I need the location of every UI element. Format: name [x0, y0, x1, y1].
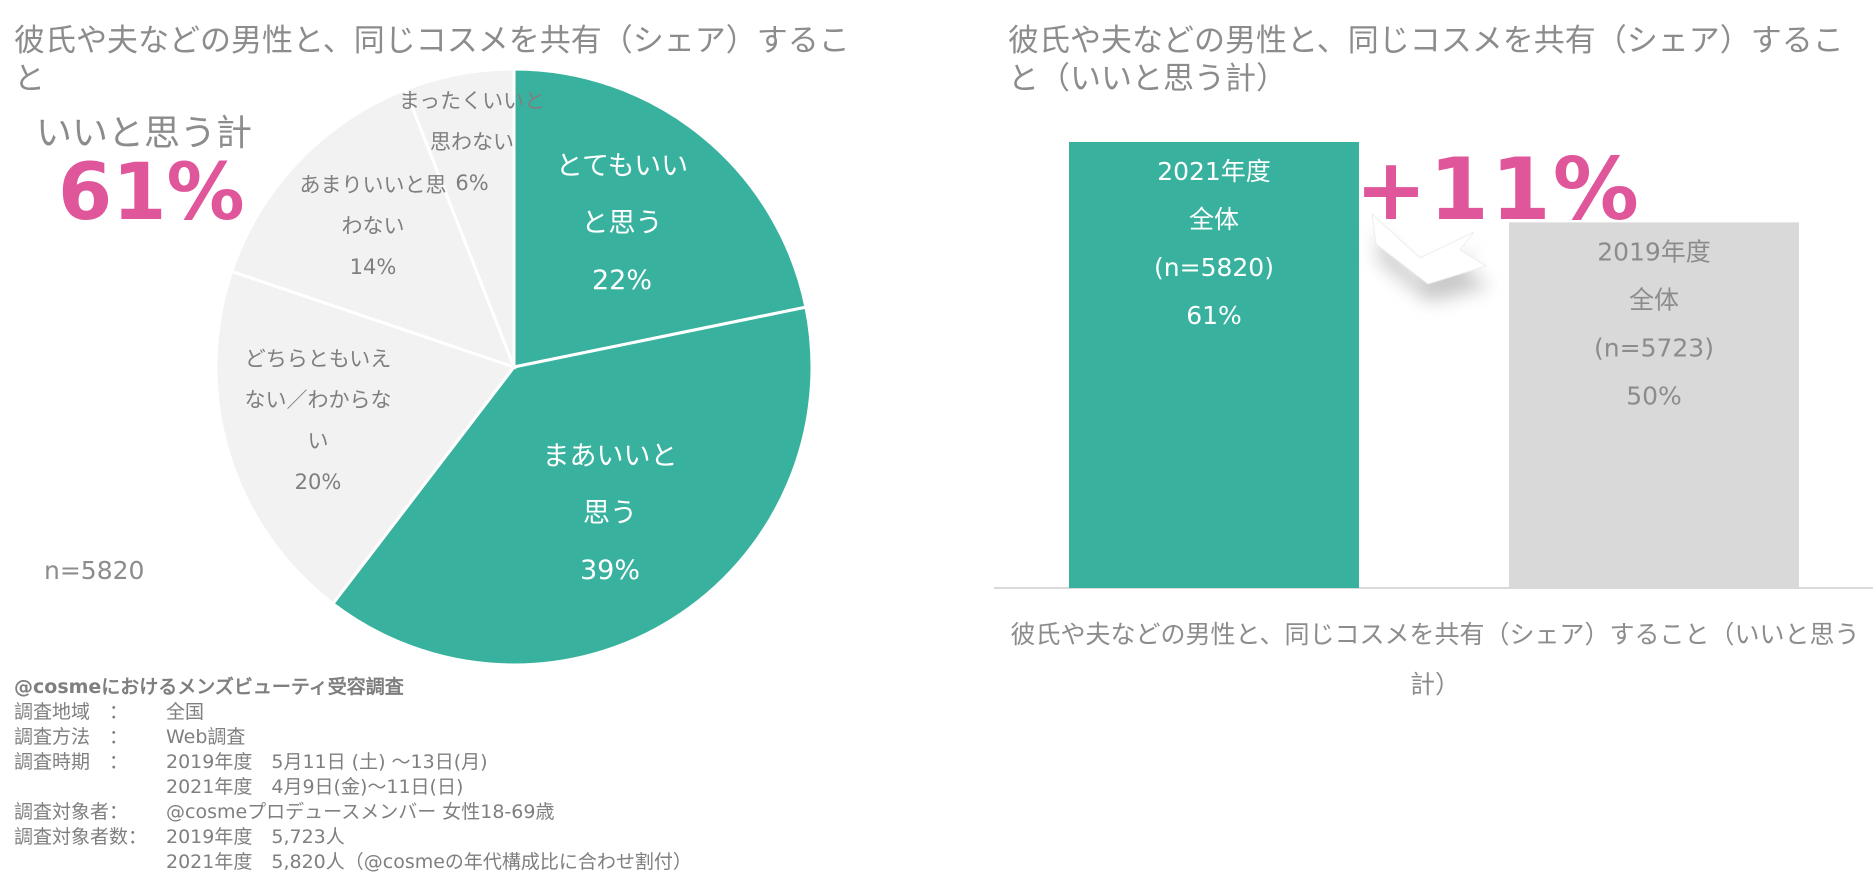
arrow-icon: [1371, 212, 1488, 285]
pie-chart-title: 彼氏や夫などの男性と、同じコスメを共有（シェア）すること: [14, 23, 850, 97]
pie-slice-label-2: まあいいと思う 39%: [543, 441, 678, 586]
bar-category-label: 彼氏や夫などの男性と、同じコスメを共有（シェア）すること（いいと思う計）: [1010, 620, 1860, 699]
pie-slice-2: [330, 305, 814, 667]
pie-slice-3: [214, 269, 517, 606]
survey-row-label: 調査対象者：: [14, 801, 129, 823]
survey-row-value: 2021年度 5,820人（@cosmeの年代構成比に合わせ割付）: [166, 851, 692, 873]
survey-rows: 調査地域 ： 全国調査方法 ： Web調査調査時期 ： 2019年度 5月11日 (土…: [14, 700, 692, 875]
survey-row-label: [14, 850, 166, 875]
survey-row: 2021年度 4月9日(金)～11日(日): [14, 775, 692, 800]
summary-value: 61%: [58, 148, 245, 238]
survey-row-value: @cosmeプロデュースメンバー 女性18-69歳: [166, 801, 555, 823]
survey-row-label: 調査時期 ：: [14, 751, 129, 773]
survey-row: 調査方法 ： Web調査: [14, 725, 692, 750]
pie-slice-1: [512, 67, 808, 369]
bar-label-2021: 2021年度全体(n=5820) 61%: [1154, 157, 1274, 330]
pie-slice-label-1: とてもいいと思う 22%: [556, 151, 688, 296]
bar-label-2019: 2019年度全体(n=5723) 50%: [1594, 237, 1714, 410]
pie-slice-label-4: あまりいいと思わない 14%: [300, 173, 447, 279]
bar-2021: [1069, 142, 1359, 588]
survey-row: 調査時期 ： 2019年度 5月11日 (土) ～13日(月): [14, 750, 692, 775]
pie-sample-size: n=5820: [44, 556, 145, 585]
bar-2019: [1509, 222, 1799, 588]
survey-row-label: 調査対象者数：: [14, 826, 148, 848]
survey-row-label: 調査地域 ：: [14, 701, 129, 723]
survey-row-value: 2019年度 5,723人: [166, 826, 345, 848]
summary-label: いいと思う計: [36, 113, 253, 154]
survey-heading: @cosmeにおけるメンズビューティ受容調査: [14, 676, 404, 698]
survey-row-value: Web調査: [166, 726, 246, 748]
survey-row: 調査地域 ： 全国: [14, 700, 692, 725]
pie-slice-label-5: まったくいいと思わない 6%: [399, 89, 545, 195]
arrow-shadow: [1376, 232, 1490, 302]
survey-info: @cosmeにおけるメンズビューティ受容調査 調査地域 ： 全国調査方法 ： Web…: [14, 675, 692, 875]
difference-value: +11%: [1355, 140, 1641, 240]
survey-row: 2021年度 5,820人（@cosmeの年代構成比に合わせ割付）: [14, 850, 692, 875]
pie-chart: とてもいいと思う 22% まあいいと思う 39% どちらともいえない／わからない 20% あ…: [214, 67, 814, 667]
survey-row: 調査対象者数： 2019年度 5,723人: [14, 825, 692, 850]
pie-slice-5: [403, 67, 516, 368]
survey-row-value: 2019年度 5月11日 (土) ～13日(月): [166, 751, 488, 773]
survey-row-value: 全国: [166, 701, 205, 723]
survey-row-label: [14, 775, 166, 800]
pie-slice-4: [229, 87, 517, 370]
bar-chart-title: 彼氏や夫などの男性と、同じコスメを共有（シェア）すること（いいと思う計）: [1008, 23, 1844, 97]
pie-slice-label-3: どちらともいえない／わからない 20%: [245, 347, 392, 494]
survey-row-label: 調査方法 ：: [14, 726, 129, 748]
survey-row-value: 2021年度 4月9日(金)～11日(日): [166, 776, 464, 798]
survey-row: 調査対象者： @cosmeプロデュースメンバー 女性18-69歳: [14, 800, 692, 825]
